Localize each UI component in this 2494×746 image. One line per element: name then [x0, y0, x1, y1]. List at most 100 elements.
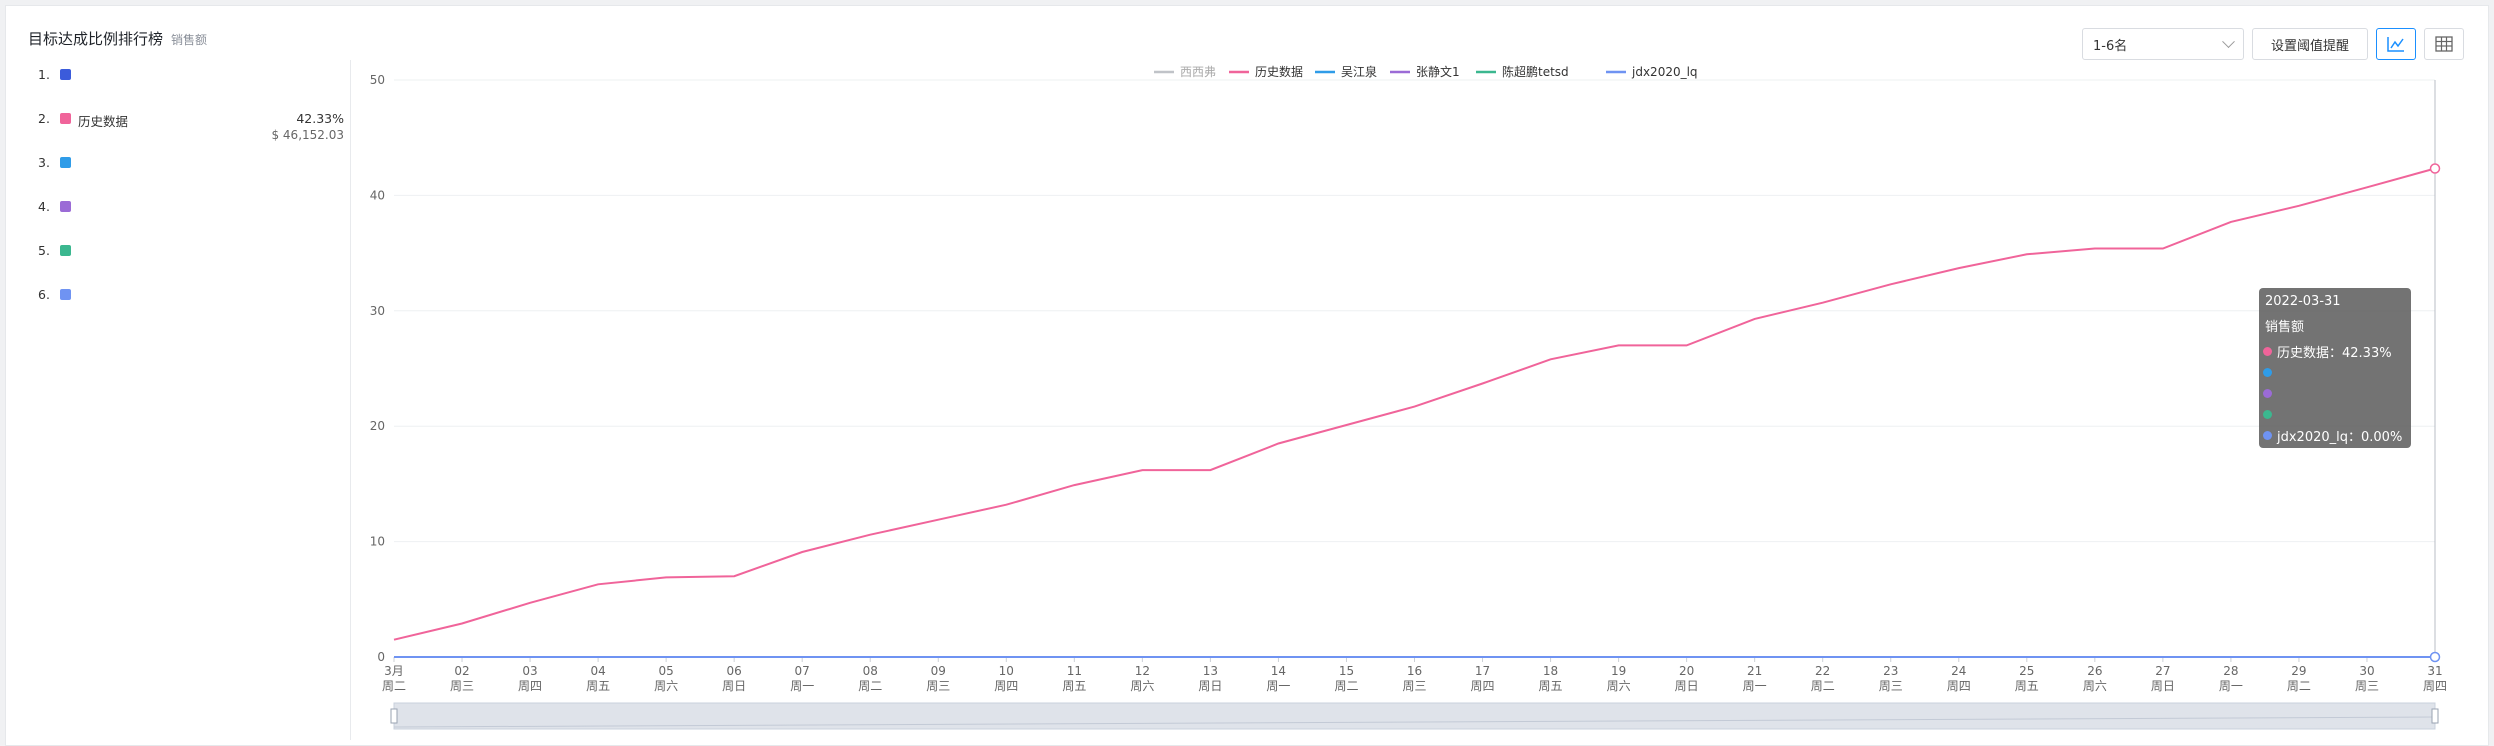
- ranking-item: 2. 历史数据 42.33% $ 46,152.03: [34, 104, 344, 148]
- x-tick-label: 09: [931, 664, 946, 678]
- x-weekday-label: 周六: [1607, 679, 1631, 693]
- x-weekday-label: 周一: [2219, 679, 2243, 693]
- x-tick-label: 23: [1883, 664, 1898, 678]
- x-weekday-label: 周二: [2287, 679, 2311, 693]
- legend-label: 历史数据: [1255, 64, 1303, 79]
- x-weekday-label: 周一: [790, 679, 814, 693]
- x-weekday-label: 周六: [1130, 679, 1154, 693]
- x-weekday-label: 周日: [2151, 679, 2175, 693]
- x-tick-label: 25: [2019, 664, 2034, 678]
- x-tick-label: 31: [2427, 664, 2442, 678]
- rank-swatch: [60, 69, 71, 80]
- x-weekday-label: 周二: [858, 679, 882, 693]
- chevron-down-icon: [2222, 34, 2235, 48]
- subtitle-text: 销售额: [171, 33, 208, 47]
- x-weekday-label: 周四: [1947, 679, 1971, 693]
- chart-tooltip: 2022-03-31 销售额 历史数据：42.33% jdx2020_lq：0.…: [2259, 288, 2411, 448]
- x-weekday-label: 周五: [1539, 679, 1563, 693]
- line-chart: 010203040503月周二02周三03周四04周五05周六06周日07周一0…: [370, 64, 2447, 730]
- x-weekday-label: 周六: [2083, 679, 2107, 693]
- x-weekday-label: 周三: [1402, 679, 1426, 693]
- rank-percent: 42.33%: [296, 111, 344, 126]
- x-weekday-label: 周五: [2015, 679, 2039, 693]
- zoom-handle-right[interactable]: [2431, 708, 2439, 724]
- tooltip-metric: 销售额: [2265, 320, 2305, 335]
- x-tick-label: 27: [2155, 664, 2170, 678]
- x-tick-label: 22: [1815, 664, 1830, 678]
- rank-amount: $ 46,152.03: [271, 128, 344, 142]
- legend-label: 张静文1: [1416, 64, 1460, 79]
- panel-title: 目标达成比例排行榜 销售额: [28, 28, 207, 49]
- x-weekday-label: 周五: [1062, 679, 1086, 693]
- x-weekday-label: 周五: [586, 679, 610, 693]
- x-weekday-label: 周四: [994, 679, 1018, 693]
- rank-swatch: [60, 157, 71, 168]
- tooltip-dot: [2263, 389, 2272, 398]
- divider: [350, 60, 351, 740]
- x-tick-label: 16: [1407, 664, 1422, 678]
- rank-swatch: [60, 201, 71, 212]
- toolbar: 1-6名 设置阈值提醒: [2081, 28, 2464, 60]
- tooltip-row: [2263, 362, 2407, 383]
- tooltip-dot: [2263, 347, 2272, 356]
- y-tick-label: 20: [370, 419, 385, 433]
- x-weekday-label: 周三: [926, 679, 950, 693]
- x-tick-label: 12: [1135, 664, 1150, 678]
- x-tick-label: 26: [2087, 664, 2102, 678]
- x-tick-label: 20: [1679, 664, 1694, 678]
- x-tick-label: 11: [1067, 664, 1082, 678]
- ranking-list: 1. 2. 历史数据 42.33% $ 46,152.03 3. 4.: [34, 60, 344, 324]
- legend-label: 西西弗: [1180, 65, 1216, 79]
- x-tick-label: 02: [454, 664, 469, 678]
- tooltip-dot: [2263, 368, 2272, 377]
- y-tick-label: 0: [377, 650, 385, 664]
- highlight-point: [2429, 651, 2441, 663]
- tooltip-row: 历史数据：42.33%: [2263, 341, 2407, 362]
- x-weekday-label: 周一: [1743, 679, 1767, 693]
- rank-number: 1.: [38, 67, 50, 82]
- tooltip-row: [2263, 404, 2407, 425]
- x-tick-label: 17: [1475, 664, 1490, 678]
- highlight-point: [2429, 163, 2441, 174]
- zoom-preview: [393, 716, 2436, 728]
- x-weekday-label: 周日: [722, 679, 746, 693]
- legend-label: 陈超鹏tetsd: [1502, 64, 1569, 79]
- tooltip-row: jdx2020_lq：0.00%: [2263, 425, 2407, 446]
- range-select[interactable]: 1-6名: [2081, 28, 2244, 60]
- x-tick-label: 14: [1271, 664, 1286, 678]
- title-text: 目标达成比例排行榜: [28, 30, 164, 48]
- series-line: [393, 167, 2436, 641]
- y-tick-label: 50: [370, 73, 385, 87]
- threshold-button[interactable]: 设置阈值提醒: [2251, 28, 2368, 60]
- ranking-item: 3.: [34, 148, 344, 192]
- rank-swatch: [60, 113, 71, 124]
- x-weekday-label: 周二: [1334, 679, 1358, 693]
- rank-number: 4.: [38, 199, 50, 214]
- x-tick-label: 04: [590, 664, 605, 678]
- x-tick-label: 05: [658, 664, 673, 678]
- x-tick-label: 15: [1339, 664, 1354, 678]
- x-tick-label: 29: [2291, 664, 2306, 678]
- rank-swatch: [60, 245, 71, 256]
- rank-number: 6.: [38, 287, 50, 302]
- ranking-item: 4.: [34, 192, 344, 236]
- x-weekday-label: 周三: [2355, 679, 2379, 693]
- chart-view-button[interactable]: [2376, 28, 2416, 60]
- x-tick-label: 08: [863, 664, 878, 678]
- table-view-button[interactable]: [2424, 28, 2464, 60]
- tooltip-row: [2263, 383, 2407, 404]
- x-tick-label: 13: [1203, 664, 1218, 678]
- tooltip-label: 历史数据：42.33%: [2277, 346, 2392, 361]
- x-tick-label: 19: [1611, 664, 1626, 678]
- x-tick-label: 18: [1543, 664, 1558, 678]
- x-weekday-label: 周日: [1675, 679, 1699, 693]
- x-tick-label: 24: [1951, 664, 1966, 678]
- zoom-handle-left[interactable]: [390, 708, 398, 724]
- ranking-item: 6.: [34, 280, 344, 324]
- x-tick-label: 3月: [384, 664, 404, 678]
- x-weekday-label: 周三: [1879, 679, 1903, 693]
- line-chart-icon: [2387, 37, 2404, 52]
- rank-number: 3.: [38, 155, 50, 170]
- rank-name: 历史数据: [78, 114, 129, 129]
- zoom-slider: [393, 702, 2436, 730]
